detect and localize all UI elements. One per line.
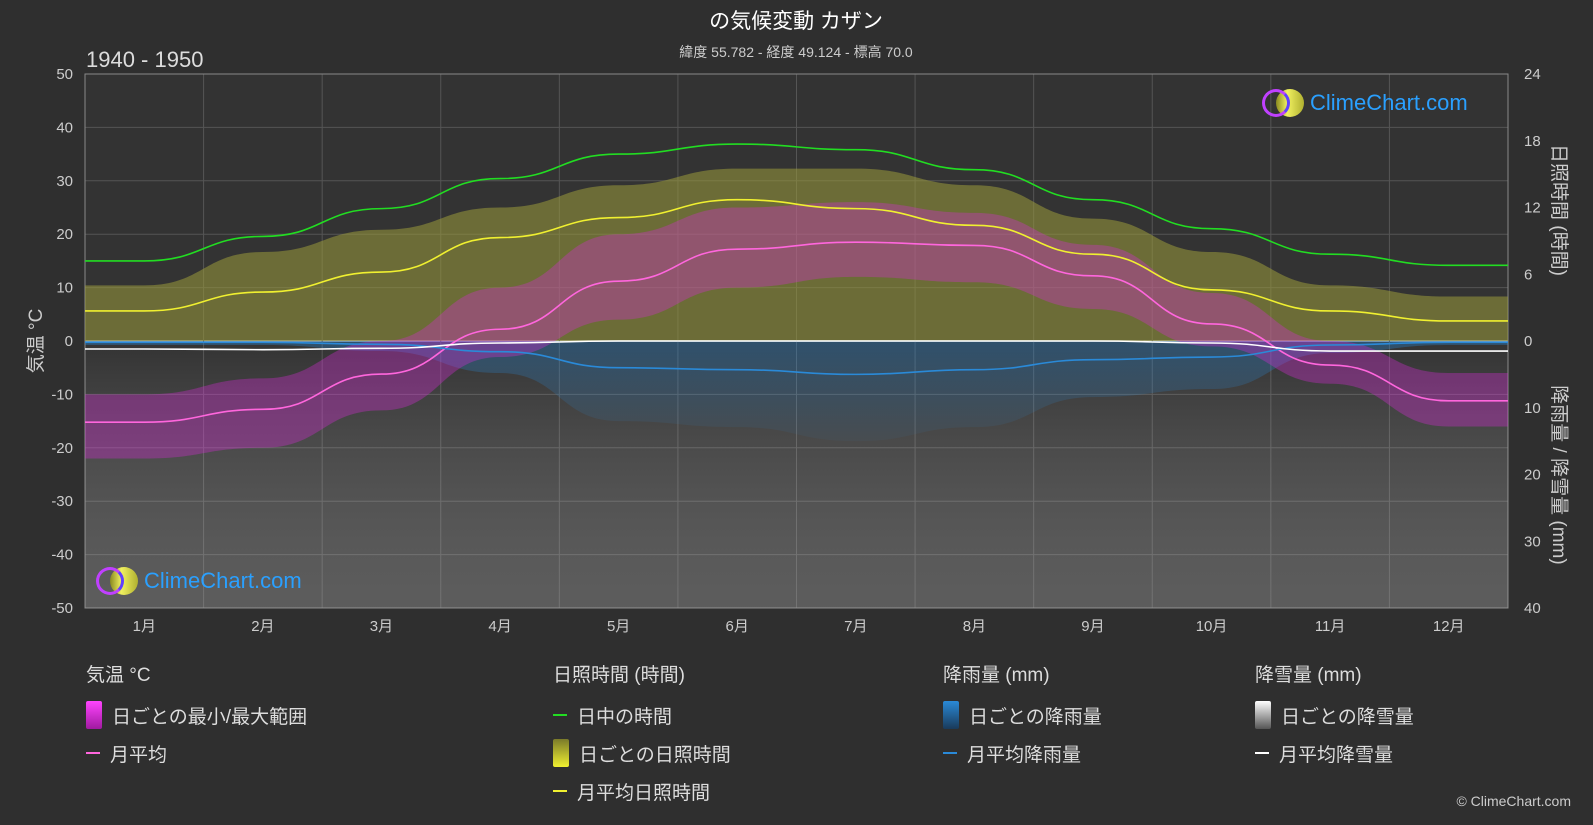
legend-label: 日ごとの最小/最大範囲 (112, 706, 308, 728)
month-tick-label: 5月 (607, 618, 630, 635)
month-tick-label: 4月 (488, 618, 511, 635)
snow-avg-line (85, 340, 1508, 352)
month-tick-label: 8月 (963, 618, 986, 635)
right-tick-sunshine: 0 (1524, 333, 1532, 350)
series-lines (84, 143, 1509, 423)
legend-label: 月平均降雨量 (967, 744, 1082, 766)
legend-label: 日ごとの降雪量 (1281, 706, 1414, 728)
left-tick-label: -20 (51, 440, 73, 457)
right-tick-sunshine: 12 (1524, 200, 1541, 217)
daily-sun-swatch (553, 739, 569, 767)
logo-text: ClimeChart.com (144, 568, 302, 593)
logo-text: ClimeChart.com (1310, 90, 1468, 115)
month-tick-label: 2月 (251, 618, 274, 635)
rain-avg-line (85, 341, 1508, 376)
right-tick-sunshine: 18 (1524, 133, 1541, 150)
daylight-swatch (553, 714, 567, 716)
daylight-line (84, 143, 1508, 267)
right-tick-sunshine: 6 (1524, 266, 1532, 283)
legend-item-daily-snow: 日ごとの降雪量 (1255, 696, 1414, 734)
right-tick-precip: 40 (1524, 600, 1541, 617)
daily-temp-range-area (85, 202, 1508, 459)
month-tick-label: 12月 (1433, 618, 1465, 635)
temp-avg-line (85, 241, 1509, 423)
chart-title: の気候変動 カザン (709, 10, 883, 33)
legend-item-daylight: 日中の時間 (553, 696, 731, 734)
snow-avg-swatch (1255, 752, 1269, 754)
legend-item-temp-avg: 月平均 (86, 734, 307, 772)
right-tick-sunshine: 24 (1524, 66, 1541, 83)
left-tick-label: -50 (51, 600, 73, 617)
right-axis-title-sunshine: 日照時間 (時間) (1548, 144, 1570, 276)
chart-subtitle: 緯度 55.782 - 経度 49.124 - 標高 70.0 (679, 44, 913, 60)
legend-item-sun-avg: 月平均日照時間 (553, 772, 731, 810)
legend-sun-title: 日照時間 (時間) (553, 665, 685, 686)
logo-top[interactable]: ClimeChart.com (1262, 89, 1468, 117)
legend-label: 月平均 (110, 744, 168, 766)
right-tick-precip: 30 (1524, 533, 1541, 550)
left-tick-label: 0 (65, 333, 73, 350)
temp-range-swatch (86, 701, 102, 729)
month-tick-label: 11月 (1315, 618, 1346, 635)
legend-rain: 降雨量 (mm) 日ごとの降雨量 月平均降雨量 (943, 660, 1102, 772)
legend-label: 日中の時間 (577, 706, 673, 728)
left-tick-label: 20 (56, 226, 73, 243)
legend-snow: 降雪量 (mm) 日ごとの降雪量 月平均降雪量 (1255, 660, 1414, 772)
left-tick-label: -40 (51, 547, 73, 564)
axis-ticks: 50 40 30 20 10 0 -10 -20 -30 -40 -50 1月 2月 3月 4月 5月 6月 7月… (51, 66, 1540, 635)
right-tick-precip: 10 (1524, 400, 1541, 417)
sun-avg-swatch (553, 790, 567, 792)
legend-item-daily-sun: 日ごとの日照時間 (553, 734, 731, 772)
legend-item-daily-rain: 日ごとの降雨量 (943, 696, 1102, 734)
daily-rain-area (85, 341, 1508, 442)
temp-avg-swatch (86, 752, 100, 754)
logo-bottom[interactable]: ClimeChart.com (96, 567, 302, 595)
legend-temperature: 気温 °C 日ごとの最小/最大範囲 月平均 (86, 660, 307, 772)
legend-item-snow-avg: 月平均降雪量 (1255, 734, 1414, 772)
legend-temp-title: 気温 °C (86, 665, 151, 686)
legend-label: 日ごとの日照時間 (579, 744, 731, 766)
left-axis-title: 気温 °C (25, 309, 47, 374)
left-tick-label: 30 (56, 173, 73, 190)
copyright: © ClimeChart.com (1456, 793, 1571, 809)
legend-label: 月平均降雪量 (1279, 744, 1394, 766)
month-tick-label: 9月 (1081, 618, 1104, 635)
left-tick-label: -10 (51, 386, 73, 403)
right-axis-title-precip: 降雨量 / 降雪量 (mm) (1548, 385, 1570, 564)
left-tick-label: 10 (56, 280, 73, 297)
daily-bands (85, 168, 1508, 608)
daily-sunshine-area (85, 168, 1508, 341)
month-tick-label: 7月 (844, 618, 867, 635)
month-tick-label: 1月 (133, 618, 156, 635)
legend-item-rain-avg: 月平均降雨量 (943, 734, 1102, 772)
legend-label: 月平均日照時間 (577, 782, 711, 804)
logo-ring-icon (96, 567, 124, 595)
left-tick-label: 50 (56, 66, 73, 83)
period-label: 1940 - 1950 (86, 47, 203, 72)
month-tick-label: 10月 (1196, 618, 1228, 635)
left-tick-label: 40 (56, 119, 73, 136)
left-tick-label: -30 (51, 493, 73, 510)
legend-item-temp-range: 日ごとの最小/最大範囲 (86, 696, 307, 734)
legend-rain-title: 降雨量 (mm) (943, 665, 1050, 686)
rain-avg-swatch (943, 752, 957, 754)
month-tick-label: 3月 (370, 618, 393, 635)
right-tick-precip: 20 (1524, 467, 1541, 484)
month-tick-label: 6月 (726, 618, 749, 635)
daily-rain-swatch (943, 701, 959, 729)
logo-ring-icon (1262, 89, 1290, 117)
legend-label: 日ごとの降雨量 (969, 706, 1102, 728)
legend-snow-title: 降雪量 (mm) (1255, 665, 1362, 686)
daily-snow-swatch (1255, 701, 1271, 729)
legend-sunshine: 日照時間 (時間) 日中の時間 日ごとの日照時間 月平均日照時間 (553, 660, 731, 810)
sunshine-avg-line (85, 198, 1508, 322)
